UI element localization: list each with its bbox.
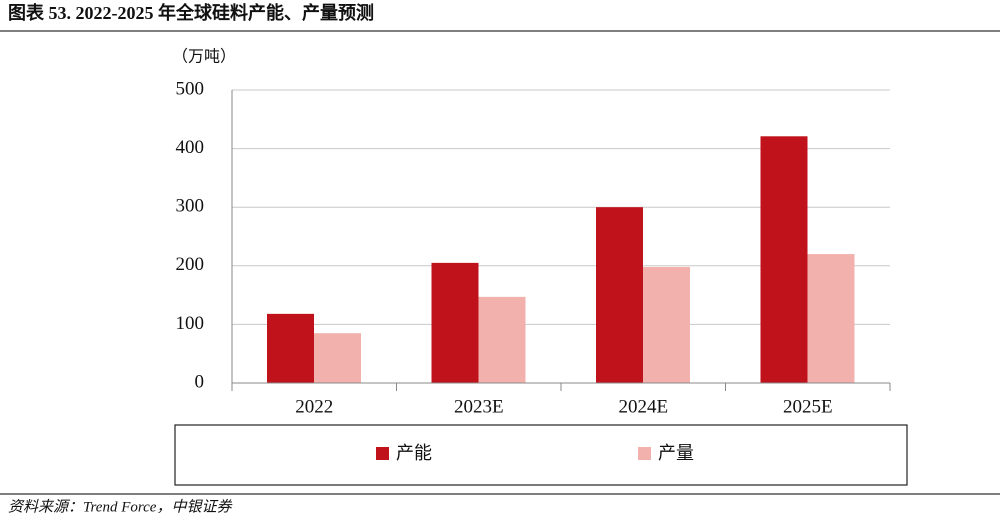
bar — [807, 254, 855, 383]
y-tick-label: 100 — [176, 313, 205, 334]
bar — [431, 262, 479, 383]
y-tick-label: 500 — [176, 78, 205, 99]
x-tick-label: 2024E — [618, 396, 668, 417]
chart-title: 图表 53. 2022-2025 年全球硅料产能、产量预测 — [8, 2, 374, 23]
x-tick-label: 2022 — [295, 396, 333, 417]
y-tick-label: 0 — [195, 371, 205, 392]
legend-swatch — [376, 447, 389, 460]
bar — [314, 333, 361, 383]
y-tick-label: 300 — [176, 196, 205, 217]
y-axis-unit: （万吨） — [172, 48, 236, 66]
x-tick-label: 2023E — [454, 396, 504, 417]
legend-label: 产量 — [658, 443, 694, 463]
bar — [643, 266, 690, 383]
legend-label: 产能 — [396, 443, 432, 463]
bar — [760, 136, 808, 383]
legend-box — [174, 424, 908, 486]
bar — [596, 207, 643, 383]
legend-swatch — [638, 447, 651, 460]
y-tick-label: 200 — [176, 254, 205, 275]
bar — [267, 313, 314, 383]
x-tick-label: 2025E — [783, 396, 833, 417]
y-tick-label: 400 — [176, 137, 205, 158]
bar — [478, 296, 526, 383]
source: 资料来源：Trend Force，中银证券 — [8, 498, 232, 515]
